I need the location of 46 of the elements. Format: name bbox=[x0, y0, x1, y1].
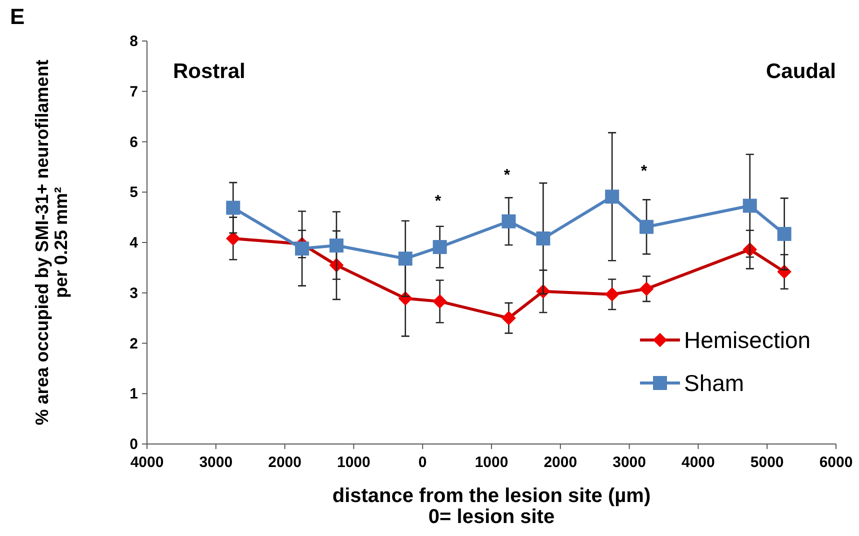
point bbox=[432, 294, 447, 309]
x-axis-title: distance from the lesion site (µm) 0= lesion site bbox=[332, 485, 651, 528]
point bbox=[536, 231, 550, 246]
y-tick-label: 3 bbox=[130, 284, 138, 302]
y-tick-label: 7 bbox=[130, 83, 138, 100]
annotation: Caudal bbox=[766, 60, 836, 83]
point bbox=[329, 238, 344, 253]
x-tick-label: 3000 bbox=[612, 454, 646, 471]
y-tick-label: 6 bbox=[130, 134, 138, 151]
point bbox=[777, 226, 792, 241]
text: E bbox=[10, 4, 25, 29]
point bbox=[295, 242, 310, 256]
x-tick-label: 1000 bbox=[474, 454, 508, 471]
x-tick-label: 5000 bbox=[750, 454, 784, 471]
point bbox=[639, 282, 654, 296]
annotation: * bbox=[504, 167, 511, 184]
y-tick-label: 0 bbox=[130, 436, 138, 453]
x-tick-label: 2000 bbox=[268, 454, 302, 471]
point bbox=[432, 240, 447, 254]
legend-label: Hemisection bbox=[684, 327, 811, 353]
point bbox=[502, 310, 516, 326]
x-tick-label: 0 bbox=[418, 454, 427, 471]
x-tick-label: 2000 bbox=[544, 454, 578, 471]
legend-label: Sham bbox=[684, 370, 744, 396]
annotation: * bbox=[640, 163, 648, 180]
x-tick-label: 6000 bbox=[819, 454, 853, 471]
annotation: Rostral bbox=[173, 60, 246, 83]
y-tick-label: 4 bbox=[130, 234, 139, 252]
point bbox=[502, 214, 516, 228]
y-tick-label: 5 bbox=[130, 184, 138, 202]
annotation: * bbox=[434, 193, 442, 210]
y-tick-label: 8 bbox=[130, 33, 138, 50]
y-axis-title: % area occupied by SMI-31+ neurofilament per 0.25 mm² bbox=[32, 60, 71, 426]
point bbox=[605, 190, 620, 204]
x-tick-label: 3000 bbox=[199, 454, 233, 471]
x-tick-label: 4000 bbox=[682, 454, 715, 471]
point bbox=[398, 252, 412, 266]
x-tick-label: 1000 bbox=[337, 454, 370, 471]
point bbox=[640, 220, 654, 234]
x-tick-label: 4000 bbox=[130, 454, 164, 471]
y-tick-label: 1 bbox=[130, 386, 138, 403]
y-tick-label: 2 bbox=[130, 335, 138, 352]
point bbox=[604, 287, 620, 302]
point bbox=[742, 198, 757, 213]
point bbox=[226, 200, 240, 215]
point bbox=[226, 231, 240, 246]
